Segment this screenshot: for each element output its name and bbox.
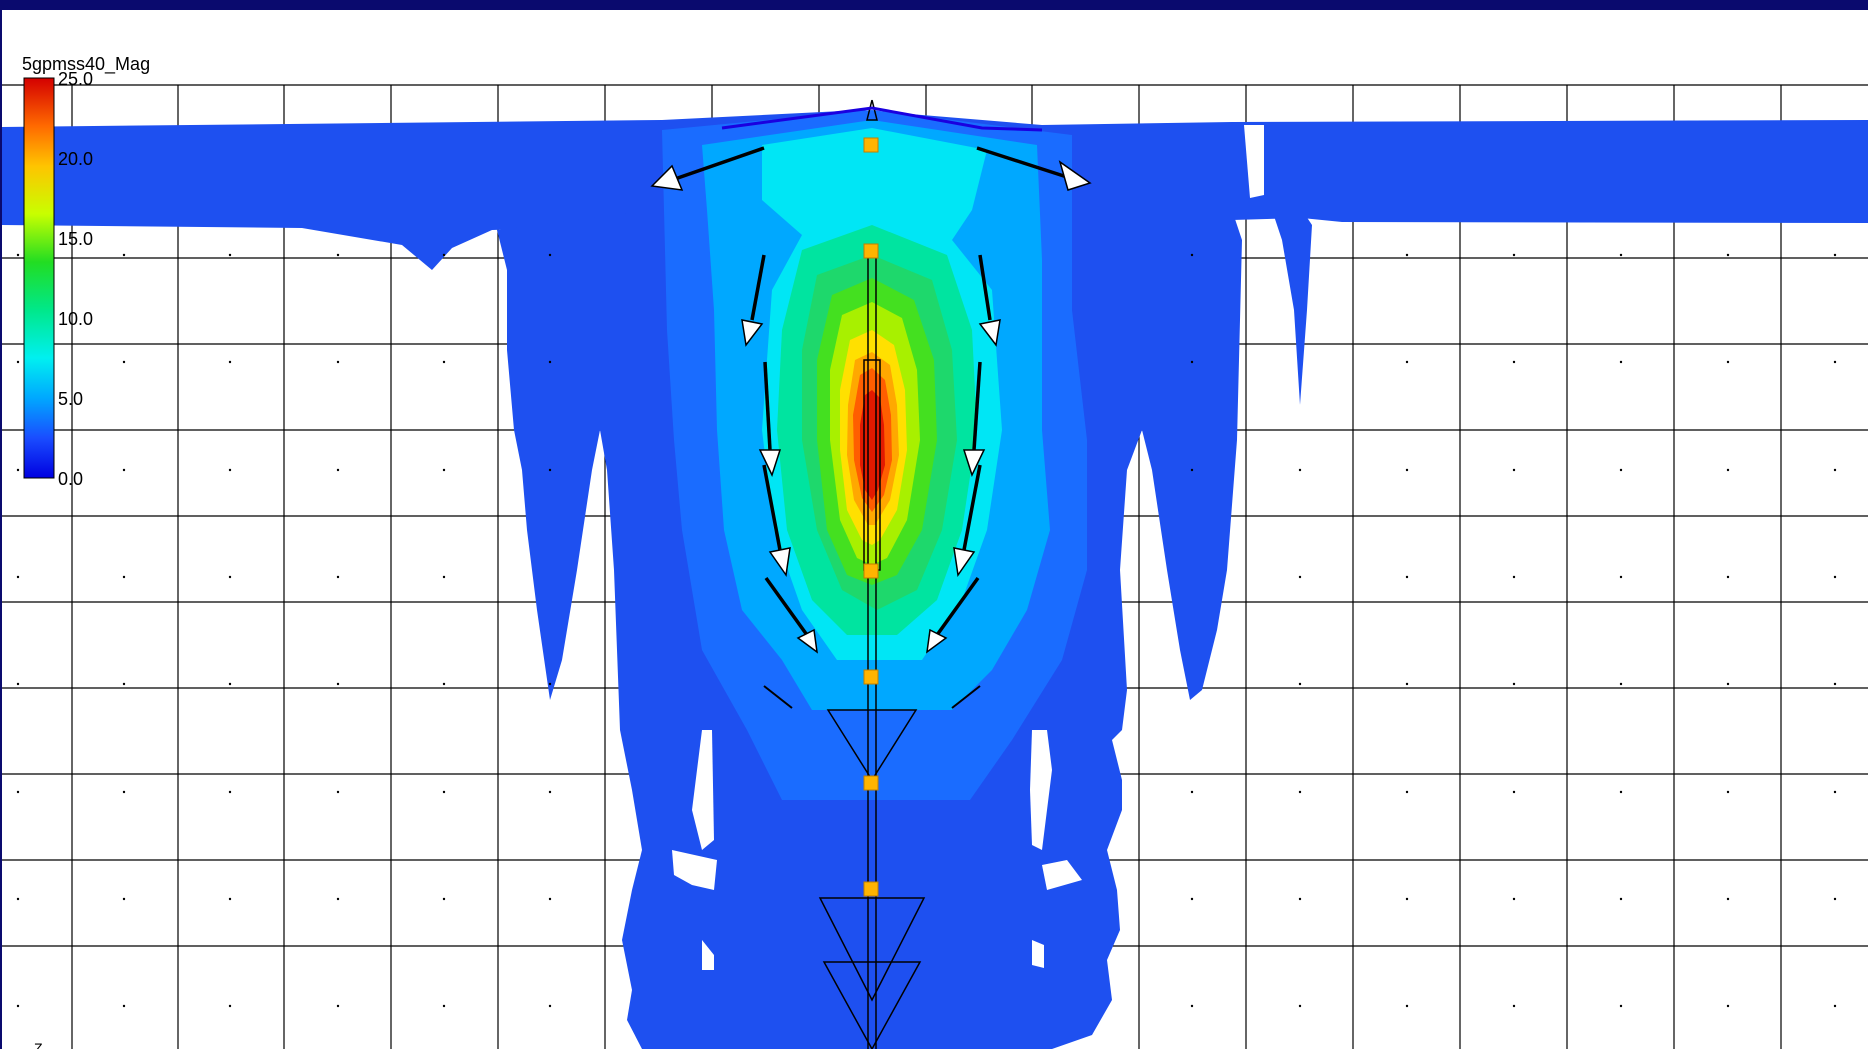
node — [863, 881, 879, 897]
surface-line — [721, 106, 1043, 132]
legend-tick: 15.0 — [58, 229, 94, 249]
node — [863, 669, 879, 685]
plume-voids — [672, 730, 1082, 970]
vector-dots — [16, 253, 1837, 1008]
legend-tick: 20.0 — [58, 149, 94, 169]
node — [863, 243, 879, 259]
legend-title: 5gpmss40_Mag — [22, 54, 151, 74]
legend-tick: 0.0 — [58, 469, 84, 489]
well-lines — [818, 99, 926, 1049]
node — [863, 775, 879, 791]
contour-plot — [2, 77, 1868, 1049]
node — [863, 563, 879, 579]
plume-bands — [662, 110, 1087, 800]
node — [863, 137, 879, 153]
legend-tick: 5.0 — [58, 389, 84, 409]
axis-triad-z-label: Z — [34, 1040, 43, 1049]
legend-tick: 10.0 — [58, 309, 94, 329]
model-viewport[interactable]: 5gpmss40_Mag 25.0 20.0 15.0 10.0 5.0 0.0… — [2, 10, 1868, 1049]
legend-colorbar — [23, 77, 55, 479]
legend-tick: 25.0 — [58, 69, 94, 89]
gap — [1244, 125, 1264, 198]
nodes — [863, 137, 879, 897]
flow-arrows — [650, 146, 1092, 709]
